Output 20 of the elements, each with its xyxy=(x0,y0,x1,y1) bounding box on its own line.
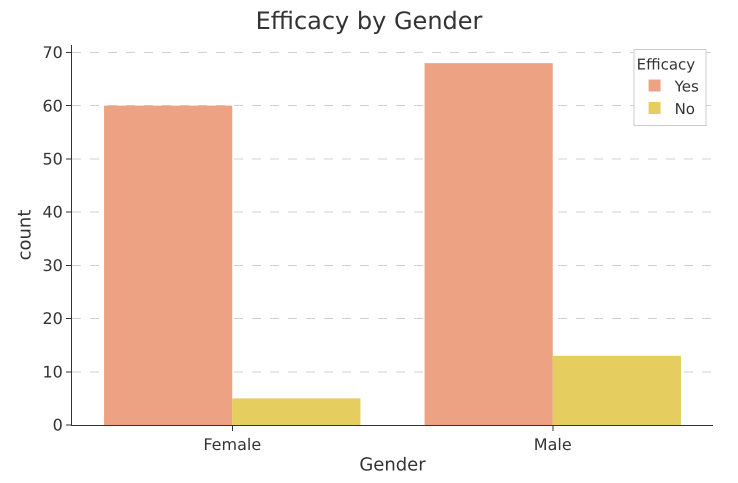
y-tick-label: 50 xyxy=(42,149,63,168)
legend-label: No xyxy=(674,100,695,118)
bar xyxy=(424,63,553,425)
x-tick-label: Male xyxy=(534,435,572,454)
bar xyxy=(232,398,360,425)
chart-title: Efficacy by Gender xyxy=(256,6,483,35)
y-tick-label: 20 xyxy=(42,309,63,328)
y-tick-label: 60 xyxy=(42,96,63,116)
legend-label: Yes xyxy=(674,77,699,96)
bar xyxy=(104,106,232,425)
bar xyxy=(552,356,681,425)
y-axis-title: count xyxy=(14,210,36,260)
y-tick-label: 40 xyxy=(42,202,63,222)
legend-title: Efficacy xyxy=(636,55,696,74)
y-tick-label: 30 xyxy=(42,256,63,275)
x-axis-title: Gender xyxy=(359,454,426,476)
y-tick-label: 10 xyxy=(42,362,63,382)
x-tick-label: Female xyxy=(203,435,262,454)
y-tick-label: 0 xyxy=(52,416,63,435)
y-tick-label: 70 xyxy=(42,43,63,62)
